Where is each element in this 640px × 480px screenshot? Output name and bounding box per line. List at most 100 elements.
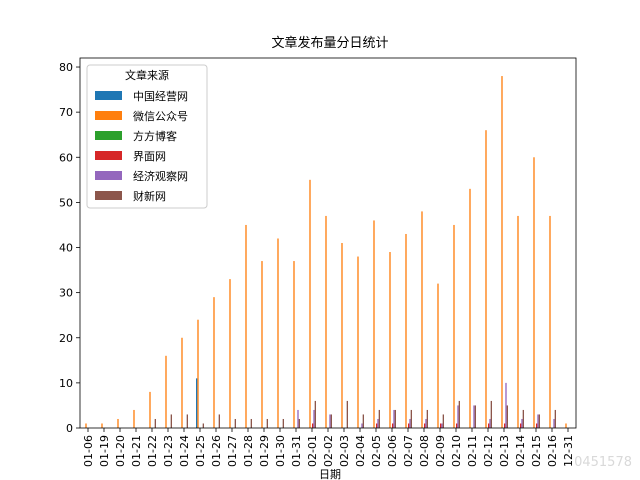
x-tick-label: 02-15 <box>530 435 543 467</box>
bar <box>437 283 439 428</box>
legend-swatch <box>95 91 122 100</box>
x-tick-label: 01-31 <box>290 435 303 467</box>
bar <box>213 297 215 428</box>
x-tick-label: 01-25 <box>194 435 207 467</box>
bar <box>133 409 135 428</box>
bar <box>170 414 172 428</box>
bar <box>441 423 443 428</box>
y-tick-label: 40 <box>59 242 73 255</box>
legend-entry-label: 界面网 <box>133 150 166 163</box>
bar <box>405 233 407 428</box>
bar <box>488 423 490 428</box>
bar <box>537 414 539 428</box>
legend-swatch <box>95 171 122 180</box>
x-tick-label: 02-13 <box>498 435 511 467</box>
x-tick-label: 02-14 <box>514 435 527 467</box>
y-tick-label: 60 <box>59 151 73 164</box>
bar <box>421 211 423 428</box>
bar <box>297 409 299 428</box>
bar <box>549 215 551 428</box>
bar <box>505 382 507 428</box>
bar <box>313 409 315 428</box>
bar <box>424 423 426 428</box>
x-tick-label: 01-06 <box>82 435 95 467</box>
bar <box>394 409 396 428</box>
bar <box>520 423 522 428</box>
x-tick-label: 01-30 <box>274 435 287 467</box>
x-tick-label: 12-31 <box>562 435 575 467</box>
x-tick-label: 01-21 <box>130 435 143 467</box>
bar <box>409 418 411 428</box>
bar <box>341 243 343 428</box>
bar <box>361 423 363 428</box>
bar <box>346 400 348 428</box>
bar <box>117 418 119 428</box>
x-tick-label: 01-27 <box>226 435 239 467</box>
legend-title: 文章来源 <box>125 68 169 82</box>
bar <box>517 215 519 428</box>
bar <box>325 215 327 428</box>
x-axis-label: 日期 <box>319 468 341 480</box>
x-tick-label: 02-03 <box>338 435 351 467</box>
x-tick-label: 02-04 <box>354 435 367 467</box>
legend-swatch <box>95 151 122 160</box>
x-tick-label: 02-08 <box>418 435 431 467</box>
bar <box>554 409 556 428</box>
bar <box>312 423 314 428</box>
bar <box>376 423 378 428</box>
legend-entry-label: 中国经营网 <box>133 89 188 103</box>
x-tick-label: 02-16 <box>546 435 559 467</box>
bar <box>245 224 247 428</box>
bar <box>473 405 475 428</box>
bar <box>298 418 300 428</box>
legend-swatch <box>95 191 122 200</box>
bar <box>373 220 375 428</box>
bar <box>501 76 503 429</box>
bar <box>165 355 167 428</box>
legend-swatch <box>95 111 122 120</box>
bar <box>250 418 252 428</box>
bar <box>442 414 444 428</box>
bar <box>474 405 476 428</box>
bar <box>426 409 428 428</box>
x-tick-label: 02-11 <box>466 435 479 467</box>
x-tick-label: 02-09 <box>434 435 447 467</box>
bar <box>469 188 471 428</box>
bar <box>458 400 460 428</box>
bar <box>314 400 316 428</box>
bar <box>457 405 459 428</box>
x-tick-label: 01-24 <box>178 435 191 467</box>
bar <box>489 418 491 428</box>
bar <box>485 130 487 428</box>
bar <box>553 418 555 428</box>
bar <box>425 418 427 428</box>
bar <box>181 337 183 428</box>
bar <box>538 414 540 428</box>
bar <box>506 405 508 428</box>
y-tick-label: 20 <box>59 332 73 345</box>
x-tick-label: 01-28 <box>242 435 255 467</box>
x-tick-label: 01-19 <box>98 435 111 467</box>
bar <box>393 409 395 428</box>
x-tick-label: 01-29 <box>258 435 271 467</box>
bar <box>196 378 198 428</box>
y-tick-label: 0 <box>66 422 73 435</box>
y-tick-label: 10 <box>59 377 73 390</box>
bar <box>410 409 412 428</box>
bar <box>456 423 458 428</box>
bar <box>266 418 268 428</box>
x-tick-label: 02-05 <box>370 435 383 467</box>
bar <box>522 409 524 428</box>
x-tick-label: 01-22 <box>146 435 159 467</box>
bar <box>357 256 359 428</box>
bar <box>282 418 284 428</box>
y-tick-label: 30 <box>59 287 73 300</box>
bar <box>309 179 311 428</box>
bar <box>408 423 410 428</box>
bar <box>565 423 567 428</box>
bar <box>521 418 523 428</box>
y-tick-label: 50 <box>59 196 73 209</box>
bar <box>453 224 455 428</box>
bar <box>378 409 380 428</box>
bar <box>389 252 391 428</box>
